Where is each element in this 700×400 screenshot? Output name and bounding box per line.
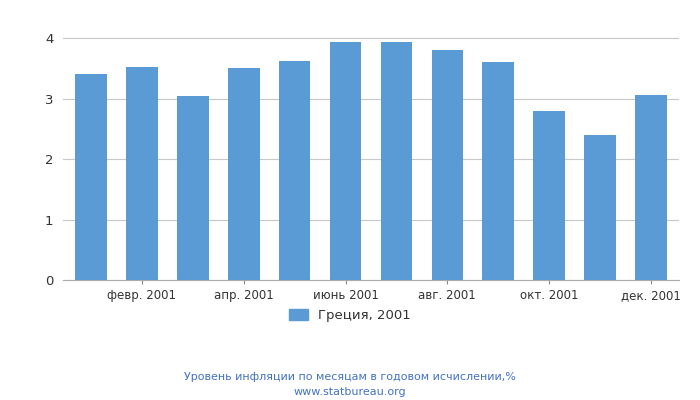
Legend: Греция, 2001: Греция, 2001 <box>284 304 416 328</box>
Bar <box>432 50 463 280</box>
Bar <box>279 61 310 280</box>
Bar <box>635 95 667 280</box>
Bar <box>584 135 616 280</box>
Bar <box>177 96 209 280</box>
Bar <box>126 67 158 280</box>
Bar <box>75 74 107 280</box>
Bar <box>533 111 565 280</box>
Text: Уровень инфляции по месяцам в годовом исчислении,%
www.statbureau.org: Уровень инфляции по месяцам в годовом ис… <box>184 372 516 397</box>
Bar <box>228 68 260 280</box>
Bar <box>330 42 361 280</box>
Bar <box>381 42 412 280</box>
Bar <box>482 62 514 280</box>
